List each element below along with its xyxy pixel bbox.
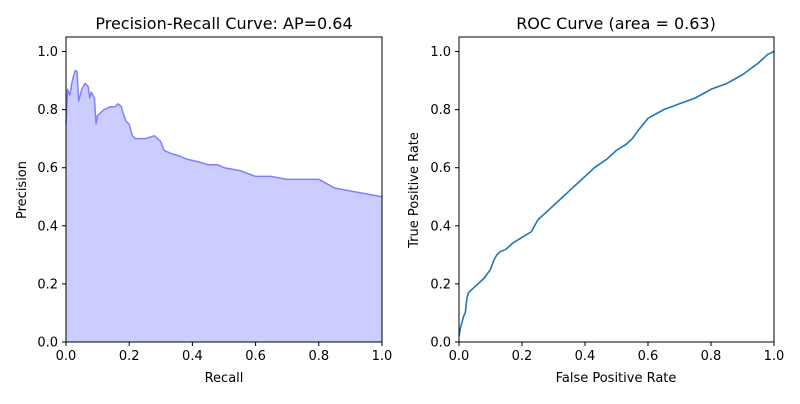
roc-panel: 0.0 0.2 0.4 0.6 0.8 1.0 0.0 0.2 0.4 0.6 0.8 1.0 RO… <box>407 14 784 386</box>
pr-ytick-label: 0.6 <box>37 161 58 176</box>
pr-xtick-label: 0.0 <box>56 349 77 364</box>
roc-ytick-label: 0.6 <box>430 161 451 176</box>
pr-ytick-label: 0.8 <box>37 103 58 118</box>
roc-ytick-label: 0.4 <box>430 219 451 234</box>
pr-xtick-label: 0.6 <box>245 349 266 364</box>
pr-title: Precision-Recall Curve: AP=0.64 <box>95 14 352 33</box>
pr-series-line <box>65 69 383 198</box>
roc-ylabel: True Positive Rate <box>407 132 422 249</box>
pr-ytick-label: 0.4 <box>37 219 58 234</box>
pr-xlabel: Recall <box>205 371 244 386</box>
roc-ytick-label: 1.0 <box>430 45 451 60</box>
roc-xaxis-ticks: 0.0 0.2 0.4 0.6 0.8 1.0 <box>449 342 785 364</box>
pr-xtick-label: 0.8 <box>308 349 329 364</box>
roc-series <box>458 50 775 337</box>
pr-ytick-label: 0.2 <box>37 277 58 292</box>
roc-title: ROC Curve (area = 0.63) <box>516 14 716 33</box>
roc-ytick-label: 0.8 <box>430 103 451 118</box>
pr-yaxis-ticks: 0.0 0.2 0.4 0.6 0.8 1.0 <box>37 45 66 351</box>
pr-series <box>65 69 383 343</box>
roc-xtick-label: 0.4 <box>575 349 596 364</box>
roc-series-line <box>458 50 775 337</box>
pr-xaxis-ticks: 0.0 0.2 0.4 0.6 0.8 1.0 <box>56 342 393 364</box>
pr-area-fill <box>66 70 382 343</box>
pr-ytick-label: 1.0 <box>37 45 58 60</box>
roc-ytick-label: 0.0 <box>430 336 451 351</box>
roc-ytick-label: 0.2 <box>430 277 451 292</box>
pr-plot-frame <box>65 36 383 343</box>
roc-yaxis-ticks: 0.0 0.2 0.4 0.6 0.8 1.0 <box>430 45 459 351</box>
pr-panel: 0.0 0.2 0.4 0.6 0.8 1.0 0.0 0.2 0.4 0.6 0.8 1.0 Pr… <box>15 14 392 386</box>
pr-xtick-label: 0.4 <box>182 349 203 364</box>
roc-xtick-label: 0.6 <box>638 349 659 364</box>
roc-xtick-label: 0.8 <box>701 349 722 364</box>
pr-ytick-label: 0.0 <box>37 336 58 351</box>
roc-xtick-label: 0.0 <box>449 349 470 364</box>
roc-xlabel: False Positive Rate <box>556 371 677 386</box>
roc-plot-background <box>459 37 774 342</box>
pr-xtick-label: 1.0 <box>372 349 393 364</box>
roc-plot-frame <box>458 36 775 343</box>
pr-xtick-label: 0.2 <box>119 349 140 364</box>
pr-ylabel: Precision <box>15 161 30 219</box>
roc-xtick-label: 0.2 <box>512 349 533 364</box>
roc-xtick-label: 1.0 <box>764 349 785 364</box>
